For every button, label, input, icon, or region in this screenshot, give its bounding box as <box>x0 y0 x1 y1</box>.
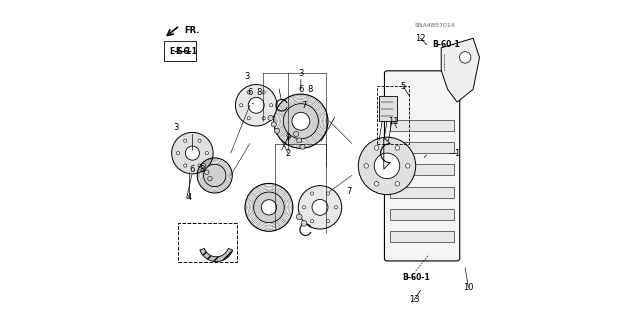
Circle shape <box>310 219 314 223</box>
Bar <box>378 86 410 144</box>
Text: E-6-1: E-6-1 <box>175 47 198 56</box>
Circle shape <box>364 164 369 168</box>
Text: B-60-1: B-60-1 <box>432 40 460 49</box>
Circle shape <box>296 214 302 220</box>
Bar <box>390 164 454 175</box>
Text: 1: 1 <box>454 149 460 158</box>
Circle shape <box>312 199 328 215</box>
Circle shape <box>247 117 250 120</box>
Circle shape <box>204 164 226 187</box>
Polygon shape <box>441 38 479 102</box>
Circle shape <box>300 144 305 149</box>
Text: 9: 9 <box>285 133 291 142</box>
Circle shape <box>301 220 307 226</box>
Circle shape <box>253 192 284 223</box>
Text: 13: 13 <box>409 295 419 304</box>
Circle shape <box>334 206 337 209</box>
Text: 2: 2 <box>285 149 291 158</box>
Text: 7: 7 <box>346 187 351 196</box>
Text: 8: 8 <box>199 165 205 174</box>
Bar <box>390 231 454 242</box>
Circle shape <box>298 186 342 229</box>
Circle shape <box>310 192 314 195</box>
Circle shape <box>177 152 180 155</box>
Text: 3: 3 <box>298 69 303 78</box>
Bar <box>390 120 454 131</box>
Circle shape <box>247 91 250 94</box>
Circle shape <box>460 52 471 63</box>
Text: 4: 4 <box>187 193 192 202</box>
Circle shape <box>184 139 187 142</box>
Circle shape <box>186 146 200 160</box>
Text: 6: 6 <box>298 85 303 94</box>
Circle shape <box>262 91 266 94</box>
Bar <box>390 187 454 198</box>
Bar <box>390 142 454 153</box>
Bar <box>390 209 454 220</box>
Circle shape <box>303 206 306 209</box>
Circle shape <box>208 176 212 181</box>
Circle shape <box>395 146 399 150</box>
Circle shape <box>284 104 319 139</box>
Circle shape <box>202 164 206 168</box>
Circle shape <box>395 182 399 186</box>
Circle shape <box>294 131 299 137</box>
Circle shape <box>184 164 187 167</box>
Circle shape <box>271 122 276 127</box>
Text: 8: 8 <box>257 88 262 97</box>
Circle shape <box>268 115 273 121</box>
Circle shape <box>261 200 276 215</box>
Circle shape <box>374 146 379 150</box>
Text: 3: 3 <box>174 123 179 132</box>
Bar <box>164 41 196 61</box>
Circle shape <box>172 132 213 174</box>
Circle shape <box>374 153 400 179</box>
Circle shape <box>198 164 201 167</box>
Bar <box>178 223 237 262</box>
Circle shape <box>406 164 410 168</box>
Text: 6: 6 <box>247 88 253 97</box>
Text: 11: 11 <box>388 117 399 126</box>
Circle shape <box>198 139 201 142</box>
Text: 3: 3 <box>244 72 250 81</box>
Circle shape <box>236 85 277 126</box>
Circle shape <box>326 192 330 195</box>
Text: 10: 10 <box>463 283 474 292</box>
Polygon shape <box>200 249 233 262</box>
Circle shape <box>205 152 209 155</box>
Circle shape <box>248 97 264 113</box>
Circle shape <box>239 104 243 107</box>
Text: B-60-1: B-60-1 <box>402 273 429 282</box>
Text: FR.: FR. <box>184 26 200 35</box>
Text: E-6-1: E-6-1 <box>169 47 191 56</box>
Bar <box>379 96 397 121</box>
Text: SNA4B5701A: SNA4B5701A <box>414 23 455 28</box>
Circle shape <box>358 137 416 195</box>
FancyBboxPatch shape <box>385 71 460 261</box>
Circle shape <box>275 128 280 133</box>
Circle shape <box>205 170 209 174</box>
Circle shape <box>297 138 302 143</box>
Text: 6: 6 <box>189 165 195 174</box>
Circle shape <box>292 112 310 130</box>
Circle shape <box>269 104 273 107</box>
Text: 5: 5 <box>400 82 406 91</box>
Text: 8: 8 <box>308 85 313 94</box>
Circle shape <box>326 219 330 223</box>
Text: 7: 7 <box>301 101 307 110</box>
Text: 12: 12 <box>415 34 426 43</box>
Circle shape <box>262 117 266 120</box>
Circle shape <box>374 182 379 186</box>
